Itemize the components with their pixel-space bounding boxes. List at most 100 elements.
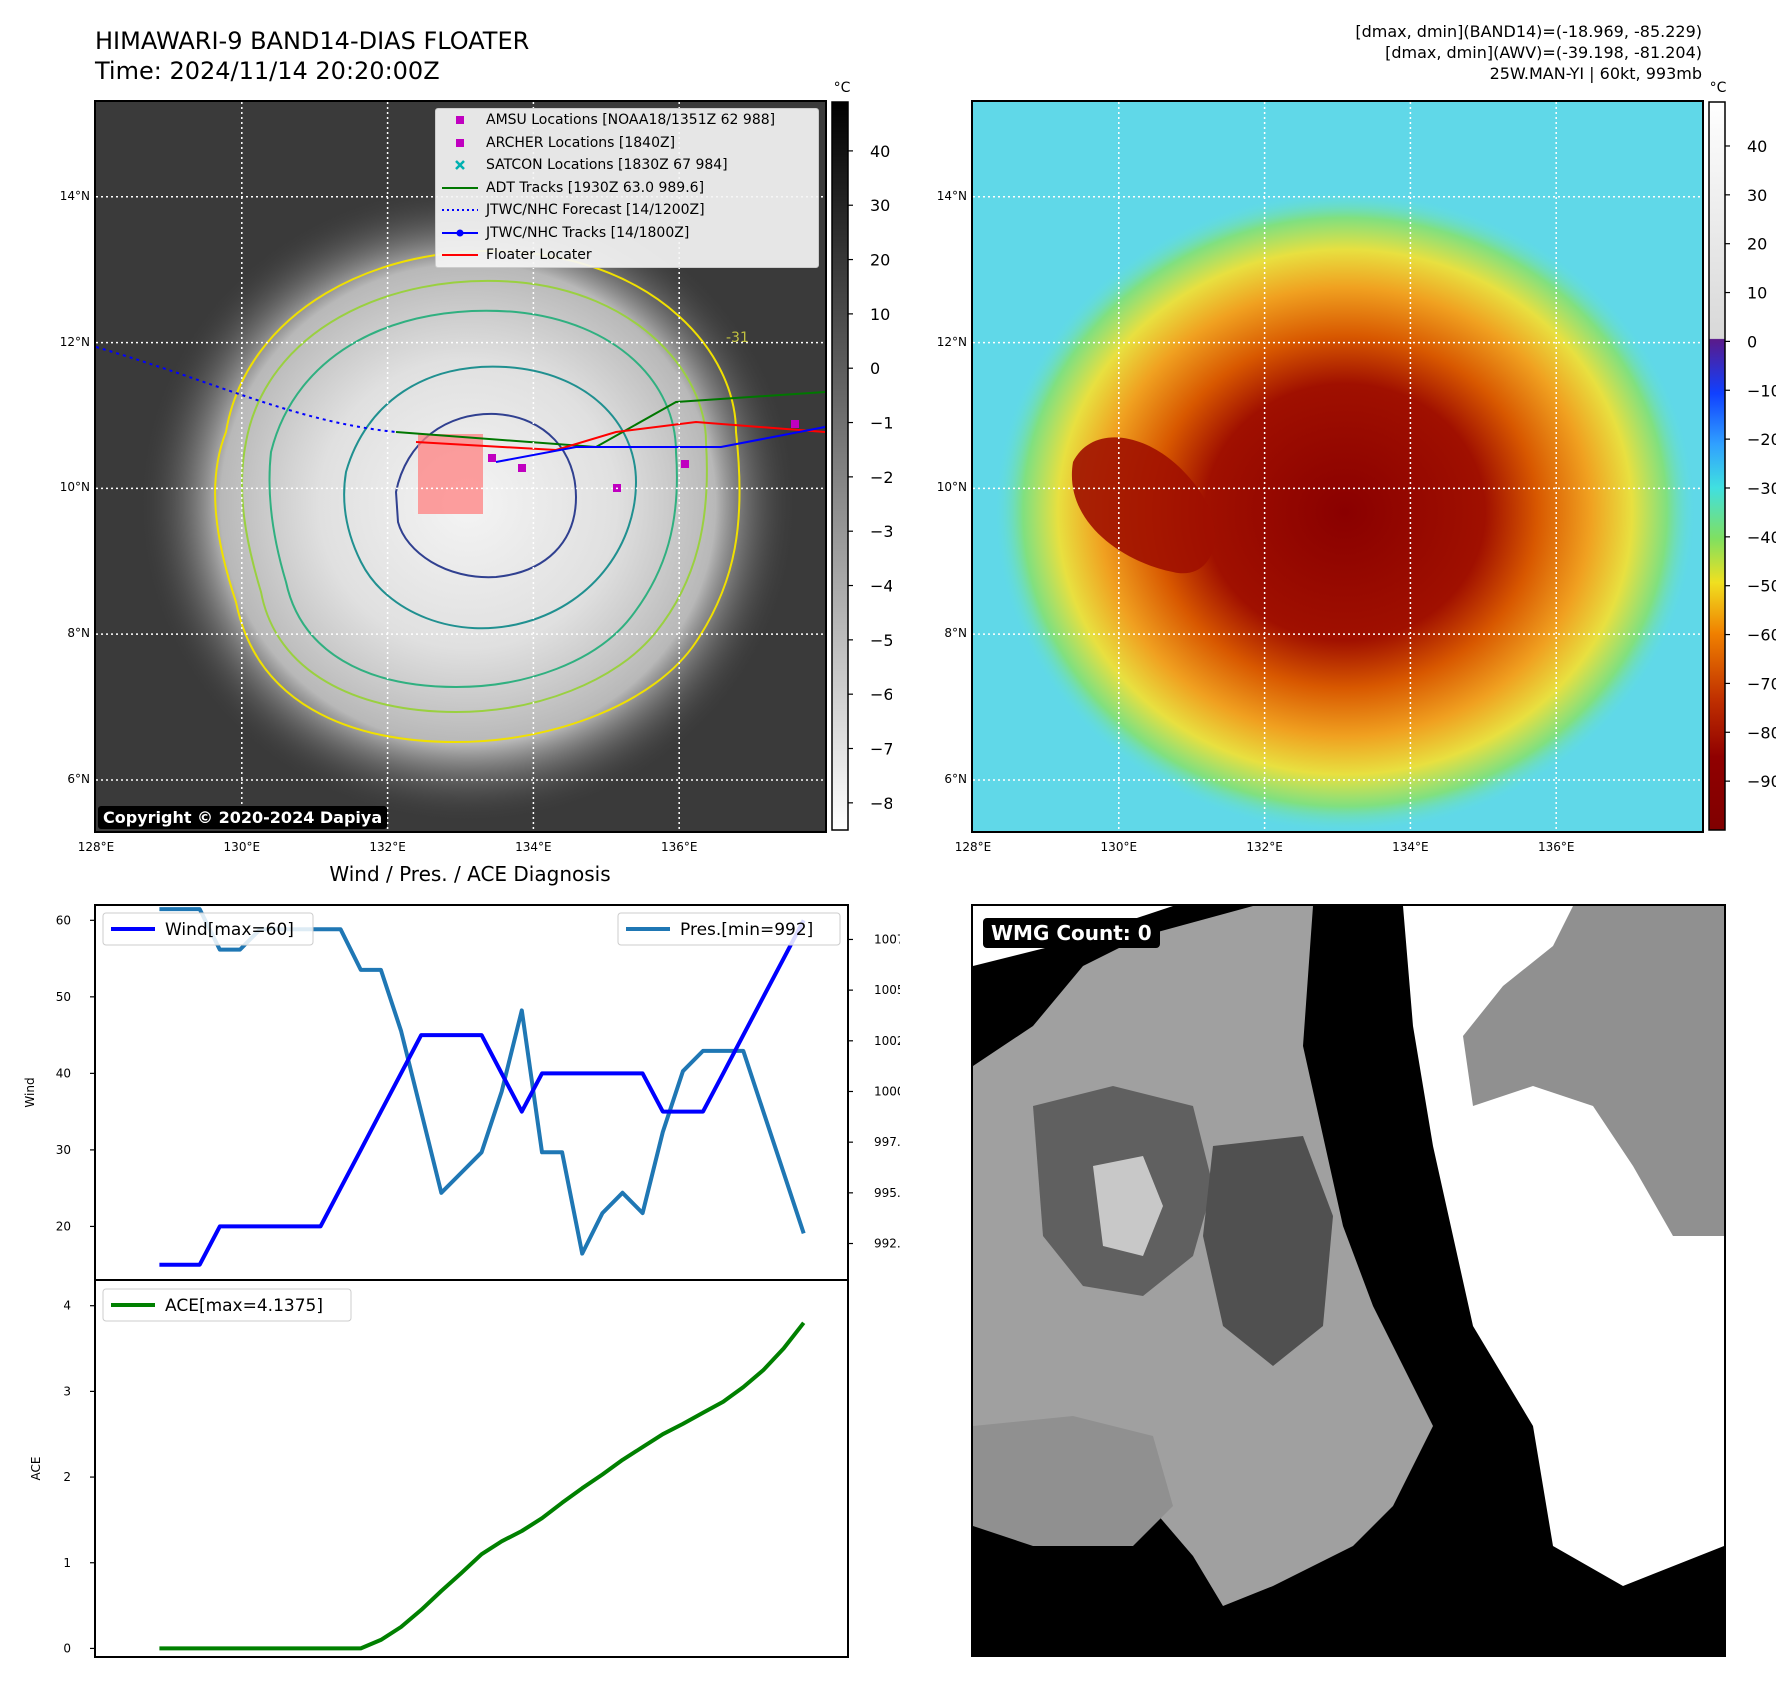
pressure-legend: Pres.[min=992] — [617, 912, 841, 946]
ace-legend: ACE[max=4.1375] — [102, 1288, 352, 1322]
lon-tick-label: 128°E — [77, 840, 115, 854]
contour-label: -31 — [726, 330, 749, 346]
colorbar-tick-label: 40 — [1747, 137, 1767, 156]
colorbar-tick-label: −50 — [870, 631, 892, 650]
colorbar-tick-label: 40 — [870, 142, 890, 161]
wind-axis-label: Wind — [23, 1077, 37, 1107]
lon-tick-label: 134°E — [1392, 840, 1429, 854]
legend-entry: JTWC/NHC Forecast [14/1200Z] — [436, 199, 818, 222]
pressure-series-line — [159, 907, 806, 1256]
diagnosis-chart: 2030405060992.5995.0997.51000.01002.5100… — [23, 904, 900, 1658]
legend-label: JTWC/NHC Tracks [14/1800Z] — [486, 224, 690, 241]
colorbar-gray-unit: °C — [834, 80, 851, 96]
y-tick-label: 4 — [63, 1299, 71, 1313]
colorbar-tick-label: −30 — [870, 522, 892, 541]
colorbar-tick-label: 0 — [1747, 332, 1757, 351]
lon-tick-label: 134°E — [515, 840, 552, 854]
legend-symbol-icon — [442, 181, 478, 195]
lon-tick-label: 132°E — [369, 840, 406, 854]
y-tick-label: 3 — [63, 1384, 71, 1398]
figure-time: Time: 2024/11/14 20:20:00Z — [95, 57, 440, 85]
y-tick-label: 2 — [63, 1470, 71, 1484]
legend-symbol-icon — [442, 226, 478, 240]
legend-entry: SATCON Locations [1830Z 67 984] — [436, 154, 818, 177]
colorbar-tick-label: 20 — [1747, 235, 1767, 254]
colorbar-tick-label: 0 — [870, 359, 880, 378]
y-tick-label-right: 995.0 — [874, 1186, 900, 1200]
colorbar-tick-label: −60 — [870, 685, 892, 704]
legend-symbol-icon — [442, 248, 478, 262]
colorbar-tick-label: −80 — [1747, 723, 1776, 742]
y-tick-label-right: 1002.5 — [874, 1034, 900, 1048]
colorbar-tick-label: −10 — [1747, 381, 1776, 400]
lat-tick-label: 10°N — [936, 480, 967, 495]
colorbar-tick-label: −70 — [1747, 674, 1776, 693]
legend-label: ARCHER Locations [1840Z] — [486, 134, 676, 151]
colorbar-tick-label: −70 — [870, 740, 892, 759]
legend-text: Wind[max=60] — [165, 920, 294, 940]
colorbar-tick-label: −40 — [1747, 528, 1776, 547]
legend-text: ACE[max=4.1375] — [165, 1296, 323, 1316]
colorbar-color: °C 40 30 20 10 0 −10 −20 −30 −40 −50 −60 −70 −80 −90 — [1708, 80, 1776, 831]
legend-symbol-icon — [442, 203, 478, 217]
ir-color-map — [971, 100, 1704, 833]
y-tick-label: 0 — [63, 1641, 71, 1655]
colorbar-color-unit: °C — [1710, 80, 1727, 96]
wmg-panel: WMG Count: 0 — [971, 904, 1726, 1657]
wmg-count-badge: WMG Count: 0 — [983, 918, 1160, 948]
colorbar-tick-label: −30 — [1747, 479, 1776, 498]
y-tick-label-right: 997.5 — [874, 1135, 900, 1149]
colorbar-tick-label: −90 — [1747, 772, 1776, 791]
legend-entry: ADT Tracks [1930Z 63.0 989.6] — [436, 177, 818, 200]
colorbar-gray: °C 40 30 20 10 0 −10 −20 −30 −40 −50 −60 −70 −80 — [831, 80, 892, 831]
lon-tick-label: 130°E — [1100, 840, 1138, 854]
legend-label: ADT Tracks [1930Z 63.0 989.6] — [486, 179, 705, 196]
lat-tick-label: 10°N — [59, 480, 90, 495]
lat-tick-label: 14°N — [936, 188, 967, 203]
y-tick-label: 40 — [56, 1066, 71, 1080]
y-tick-label: 20 — [56, 1219, 71, 1233]
ace-series-line — [159, 1321, 806, 1651]
colorbar-tick-label: −10 — [870, 414, 892, 433]
y-tick-label: 60 — [56, 913, 71, 927]
wmg-image — [973, 906, 1724, 1655]
colorbar-tick-label: 10 — [1747, 284, 1767, 303]
colorbar-tick-label: −20 — [1747, 430, 1776, 449]
wind-series-line — [159, 919, 806, 1267]
y-tick-label-right: 1005.0 — [874, 983, 900, 997]
lat-tick-label: 6°N — [67, 771, 90, 786]
lat-tick-label: 12°N — [936, 334, 967, 349]
legend-label: JTWC/NHC Forecast [14/1200Z] — [486, 202, 705, 219]
info-band14-range: [dmax, dmin](BAND14)=(-18.969, -85.229) — [1355, 22, 1702, 41]
legend-text: Pres.[min=992] — [680, 920, 813, 940]
y-tick-label: 1 — [63, 1556, 71, 1570]
wind-pres-axes — [94, 904, 849, 1281]
figure-title: HIMAWARI-9 BAND14-DIAS FLOATER — [95, 27, 530, 55]
info-storm: 25W.MAN-YI | 60kt, 993mb — [1489, 64, 1702, 83]
ir-gray-map: -31 Copyright © 2020-2024 Dapiya AMSU Lo… — [94, 100, 827, 833]
ace-axes — [94, 1279, 849, 1658]
copyright: Copyright © 2020-2024 Dapiya — [98, 806, 388, 829]
legend-entry: ARCHER Locations [1840Z] — [436, 132, 818, 155]
lat-tick-label: 14°N — [59, 188, 90, 203]
lon-tick-label: 130°E — [223, 840, 261, 854]
colorbar-tick-label: 30 — [870, 196, 890, 215]
legend-symbol-icon — [442, 158, 478, 172]
y-tick-label-right: 992.5 — [874, 1237, 900, 1251]
y-tick-label: 30 — [56, 1143, 71, 1157]
colorbar-tick-label: −40 — [870, 577, 892, 596]
ace-axis-label: ACE — [29, 1457, 43, 1481]
lat-tick-label: 6°N — [944, 771, 967, 786]
colorbar-tick-label: −80 — [870, 794, 892, 813]
legend-label: AMSU Locations [NOAA18/1351Z 62 988] — [486, 112, 776, 129]
lat-tick-label: 12°N — [59, 334, 90, 349]
lon-tick-label: 128°E — [954, 840, 992, 854]
legend-entry: Floater Locater — [436, 244, 818, 267]
lon-tick-label: 136°E — [1537, 840, 1575, 854]
legend-symbol-icon — [442, 136, 478, 150]
legend-entry: JTWC/NHC Tracks [14/1800Z] — [436, 222, 818, 245]
legend-entry: AMSU Locations [NOAA18/1351Z 62 988] — [436, 109, 818, 132]
y-tick-label-right: 1007.5 — [874, 932, 900, 946]
colorbar-tick-label: −20 — [870, 468, 892, 487]
